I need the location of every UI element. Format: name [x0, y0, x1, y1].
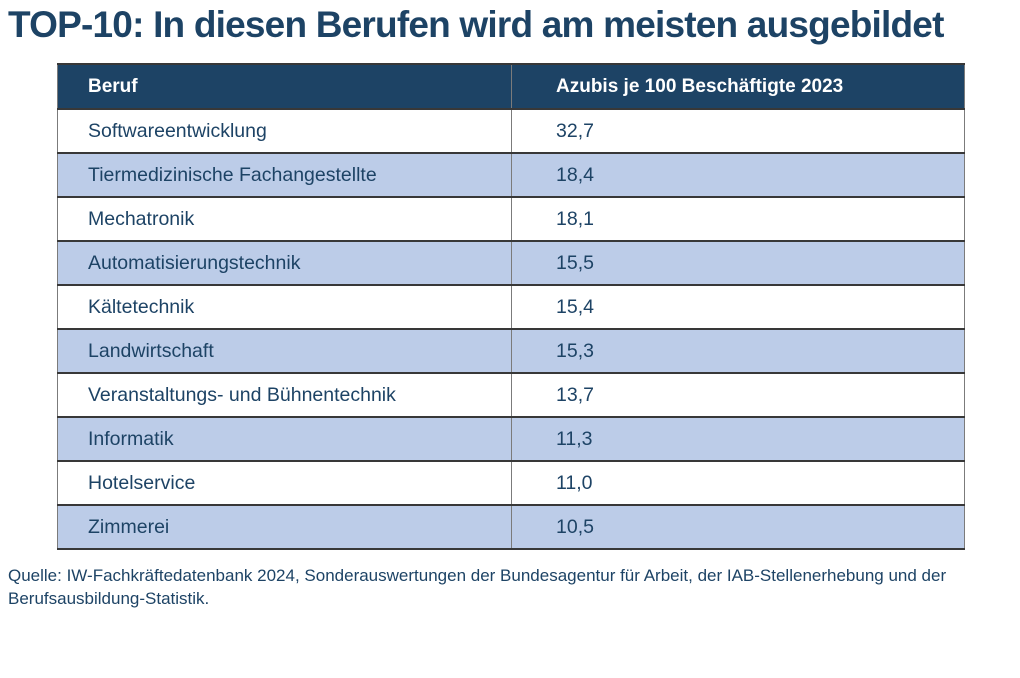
value-cell: 18,1	[511, 196, 965, 243]
beruf-cell: Informatik	[57, 416, 512, 463]
table-row: Softwareentwicklung 32,7	[57, 108, 965, 155]
value-cell: 13,7	[511, 372, 965, 419]
table-row: Kältetechnik 15,4	[57, 284, 965, 331]
page-title: TOP-10: In diesen Berufen wird am meiste…	[8, 4, 944, 45]
table-row: Landwirtschaft 15,3	[57, 328, 965, 375]
beruf-cell: Automatisierungstechnik	[57, 240, 512, 287]
beruf-cell: Mechatronik	[57, 196, 512, 243]
value-cell: 15,5	[511, 240, 965, 287]
beruf-cell: Veranstaltungs- und Bühnentechnik	[57, 372, 512, 419]
source-note: Quelle: IW-Fachkräftedatenbank 2024, Son…	[8, 566, 947, 608]
beruf-cell: Zimmerei	[57, 504, 512, 551]
beruf-cell: Hotelservice	[57, 460, 512, 507]
table-body: Softwareentwicklung 32,7 Tiermedizinisch…	[57, 108, 965, 551]
table-row: Zimmerei 10,5	[57, 504, 965, 551]
column-header-beruf: Beruf	[57, 63, 512, 111]
value-cell: 11,3	[511, 416, 965, 463]
table-header-row: Beruf Azubis je 100 Beschäftigte 2023	[57, 63, 965, 111]
value-cell: 15,3	[511, 328, 965, 375]
table-row: Automatisierungstechnik 15,5	[57, 240, 965, 287]
value-cell: 11,0	[511, 460, 965, 507]
value-cell: 32,7	[511, 108, 965, 155]
table-row: Mechatronik 18,1	[57, 196, 965, 243]
table-row: Tiermedizinische Fachangestellte 18,4	[57, 152, 965, 199]
top10-table: Beruf Azubis je 100 Beschäftigte 2023 So…	[57, 63, 965, 551]
beruf-cell: Kältetechnik	[57, 284, 512, 331]
table-row: Hotelservice 11,0	[57, 460, 965, 507]
beruf-cell: Landwirtschaft	[57, 328, 512, 375]
value-cell: 10,5	[511, 504, 965, 551]
infographic: TOP-10: In diesen Berufen wird am meiste…	[8, 4, 965, 608]
value-cell: 18,4	[511, 152, 965, 199]
beruf-cell: Softwareentwicklung	[57, 108, 512, 155]
column-header-value: Azubis je 100 Beschäftigte 2023	[511, 63, 965, 111]
table-row: Veranstaltungs- und Bühnentechnik 13,7	[57, 372, 965, 419]
value-cell: 15,4	[511, 284, 965, 331]
beruf-cell: Tiermedizinische Fachangestellte	[57, 152, 512, 199]
table-row: Informatik 11,3	[57, 416, 965, 463]
